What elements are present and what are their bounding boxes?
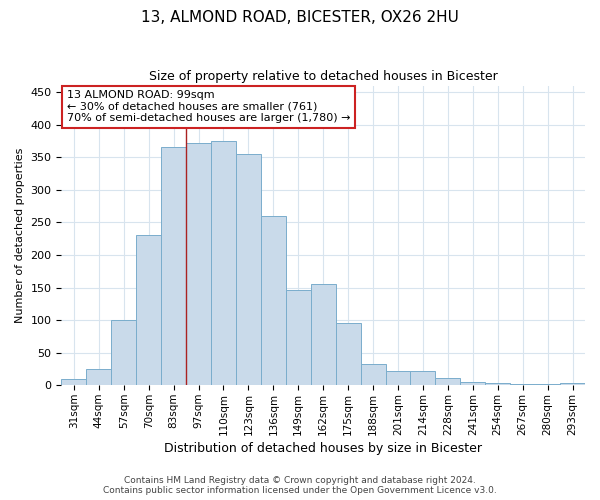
Bar [510, 384, 535, 386]
Bar [535, 384, 560, 386]
Bar [410, 371, 436, 386]
Bar [560, 384, 585, 386]
Bar [61, 379, 86, 386]
Y-axis label: Number of detached properties: Number of detached properties [15, 148, 25, 323]
Bar [236, 154, 261, 386]
Text: 13, ALMOND ROAD, BICESTER, OX26 2HU: 13, ALMOND ROAD, BICESTER, OX26 2HU [141, 10, 459, 25]
Text: Contains HM Land Registry data © Crown copyright and database right 2024.
Contai: Contains HM Land Registry data © Crown c… [103, 476, 497, 495]
Bar [211, 141, 236, 386]
Title: Size of property relative to detached houses in Bicester: Size of property relative to detached ho… [149, 70, 497, 83]
Bar [86, 369, 111, 386]
Bar [111, 320, 136, 386]
Bar [136, 236, 161, 386]
Bar [460, 382, 485, 386]
Bar [286, 290, 311, 386]
Bar [436, 378, 460, 386]
Bar [186, 143, 211, 386]
Bar [485, 384, 510, 386]
X-axis label: Distribution of detached houses by size in Bicester: Distribution of detached houses by size … [164, 442, 482, 455]
Bar [386, 371, 410, 386]
Bar [361, 364, 386, 386]
Bar [261, 216, 286, 386]
Text: 13 ALMOND ROAD: 99sqm
← 30% of detached houses are smaller (761)
70% of semi-det: 13 ALMOND ROAD: 99sqm ← 30% of detached … [67, 90, 350, 124]
Bar [161, 148, 186, 386]
Bar [335, 324, 361, 386]
Bar [311, 284, 335, 386]
